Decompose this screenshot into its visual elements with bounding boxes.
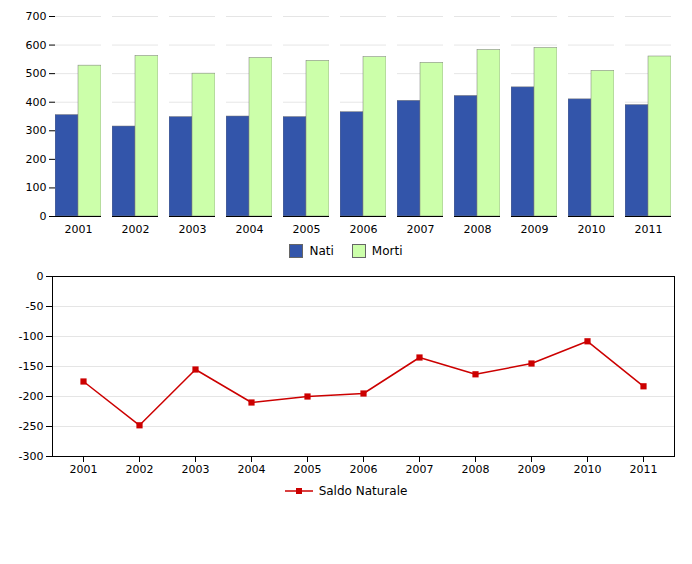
svg-text:0: 0 bbox=[37, 270, 44, 283]
svg-text:-300: -300 bbox=[19, 450, 44, 463]
svg-text:2002: 2002 bbox=[126, 463, 154, 476]
svg-text:0: 0 bbox=[40, 210, 47, 223]
svg-text:2004: 2004 bbox=[236, 223, 264, 236]
svg-text:300: 300 bbox=[26, 124, 47, 137]
svg-text:-150: -150 bbox=[19, 360, 44, 373]
svg-text:2007: 2007 bbox=[407, 223, 435, 236]
svg-text:2003: 2003 bbox=[179, 223, 207, 236]
svg-text:400: 400 bbox=[26, 96, 47, 109]
svg-text:2009: 2009 bbox=[521, 223, 549, 236]
svg-text:700: 700 bbox=[26, 10, 47, 23]
svg-text:2005: 2005 bbox=[293, 223, 321, 236]
svg-text:100: 100 bbox=[26, 181, 47, 194]
svg-text:2004: 2004 bbox=[238, 463, 266, 476]
svg-text:-50: -50 bbox=[26, 300, 44, 313]
svg-text:-250: -250 bbox=[19, 420, 44, 433]
svg-text:2007: 2007 bbox=[406, 463, 434, 476]
svg-text:2011: 2011 bbox=[630, 463, 658, 476]
svg-text:2008: 2008 bbox=[462, 463, 490, 476]
html-text:Morti: Morti bbox=[371, 244, 403, 258]
svg-text:-100: -100 bbox=[19, 330, 44, 343]
svg-text:2005: 2005 bbox=[294, 463, 322, 476]
svg-text:2006: 2006 bbox=[350, 223, 378, 236]
svg-text:2003: 2003 bbox=[182, 463, 210, 476]
svg-text:2001: 2001 bbox=[65, 223, 93, 236]
svg-text:2008: 2008 bbox=[464, 223, 492, 236]
svg-text:2010: 2010 bbox=[574, 463, 602, 476]
svg-text:200: 200 bbox=[26, 153, 47, 166]
svg-text:600: 600 bbox=[26, 39, 47, 52]
svg-text:2010: 2010 bbox=[578, 223, 606, 236]
html-text:Saldo Naturale: Saldo Naturale bbox=[318, 484, 408, 498]
svg-text:2001: 2001 bbox=[70, 463, 98, 476]
html-text:Nati: Nati bbox=[309, 244, 334, 258]
svg-text:2006: 2006 bbox=[350, 463, 378, 476]
svg-text:2011: 2011 bbox=[635, 223, 663, 236]
svg-text:2002: 2002 bbox=[122, 223, 150, 236]
svg-text:500: 500 bbox=[26, 67, 47, 80]
svg-text:-200: -200 bbox=[19, 390, 44, 403]
svg-text:2009: 2009 bbox=[518, 463, 546, 476]
